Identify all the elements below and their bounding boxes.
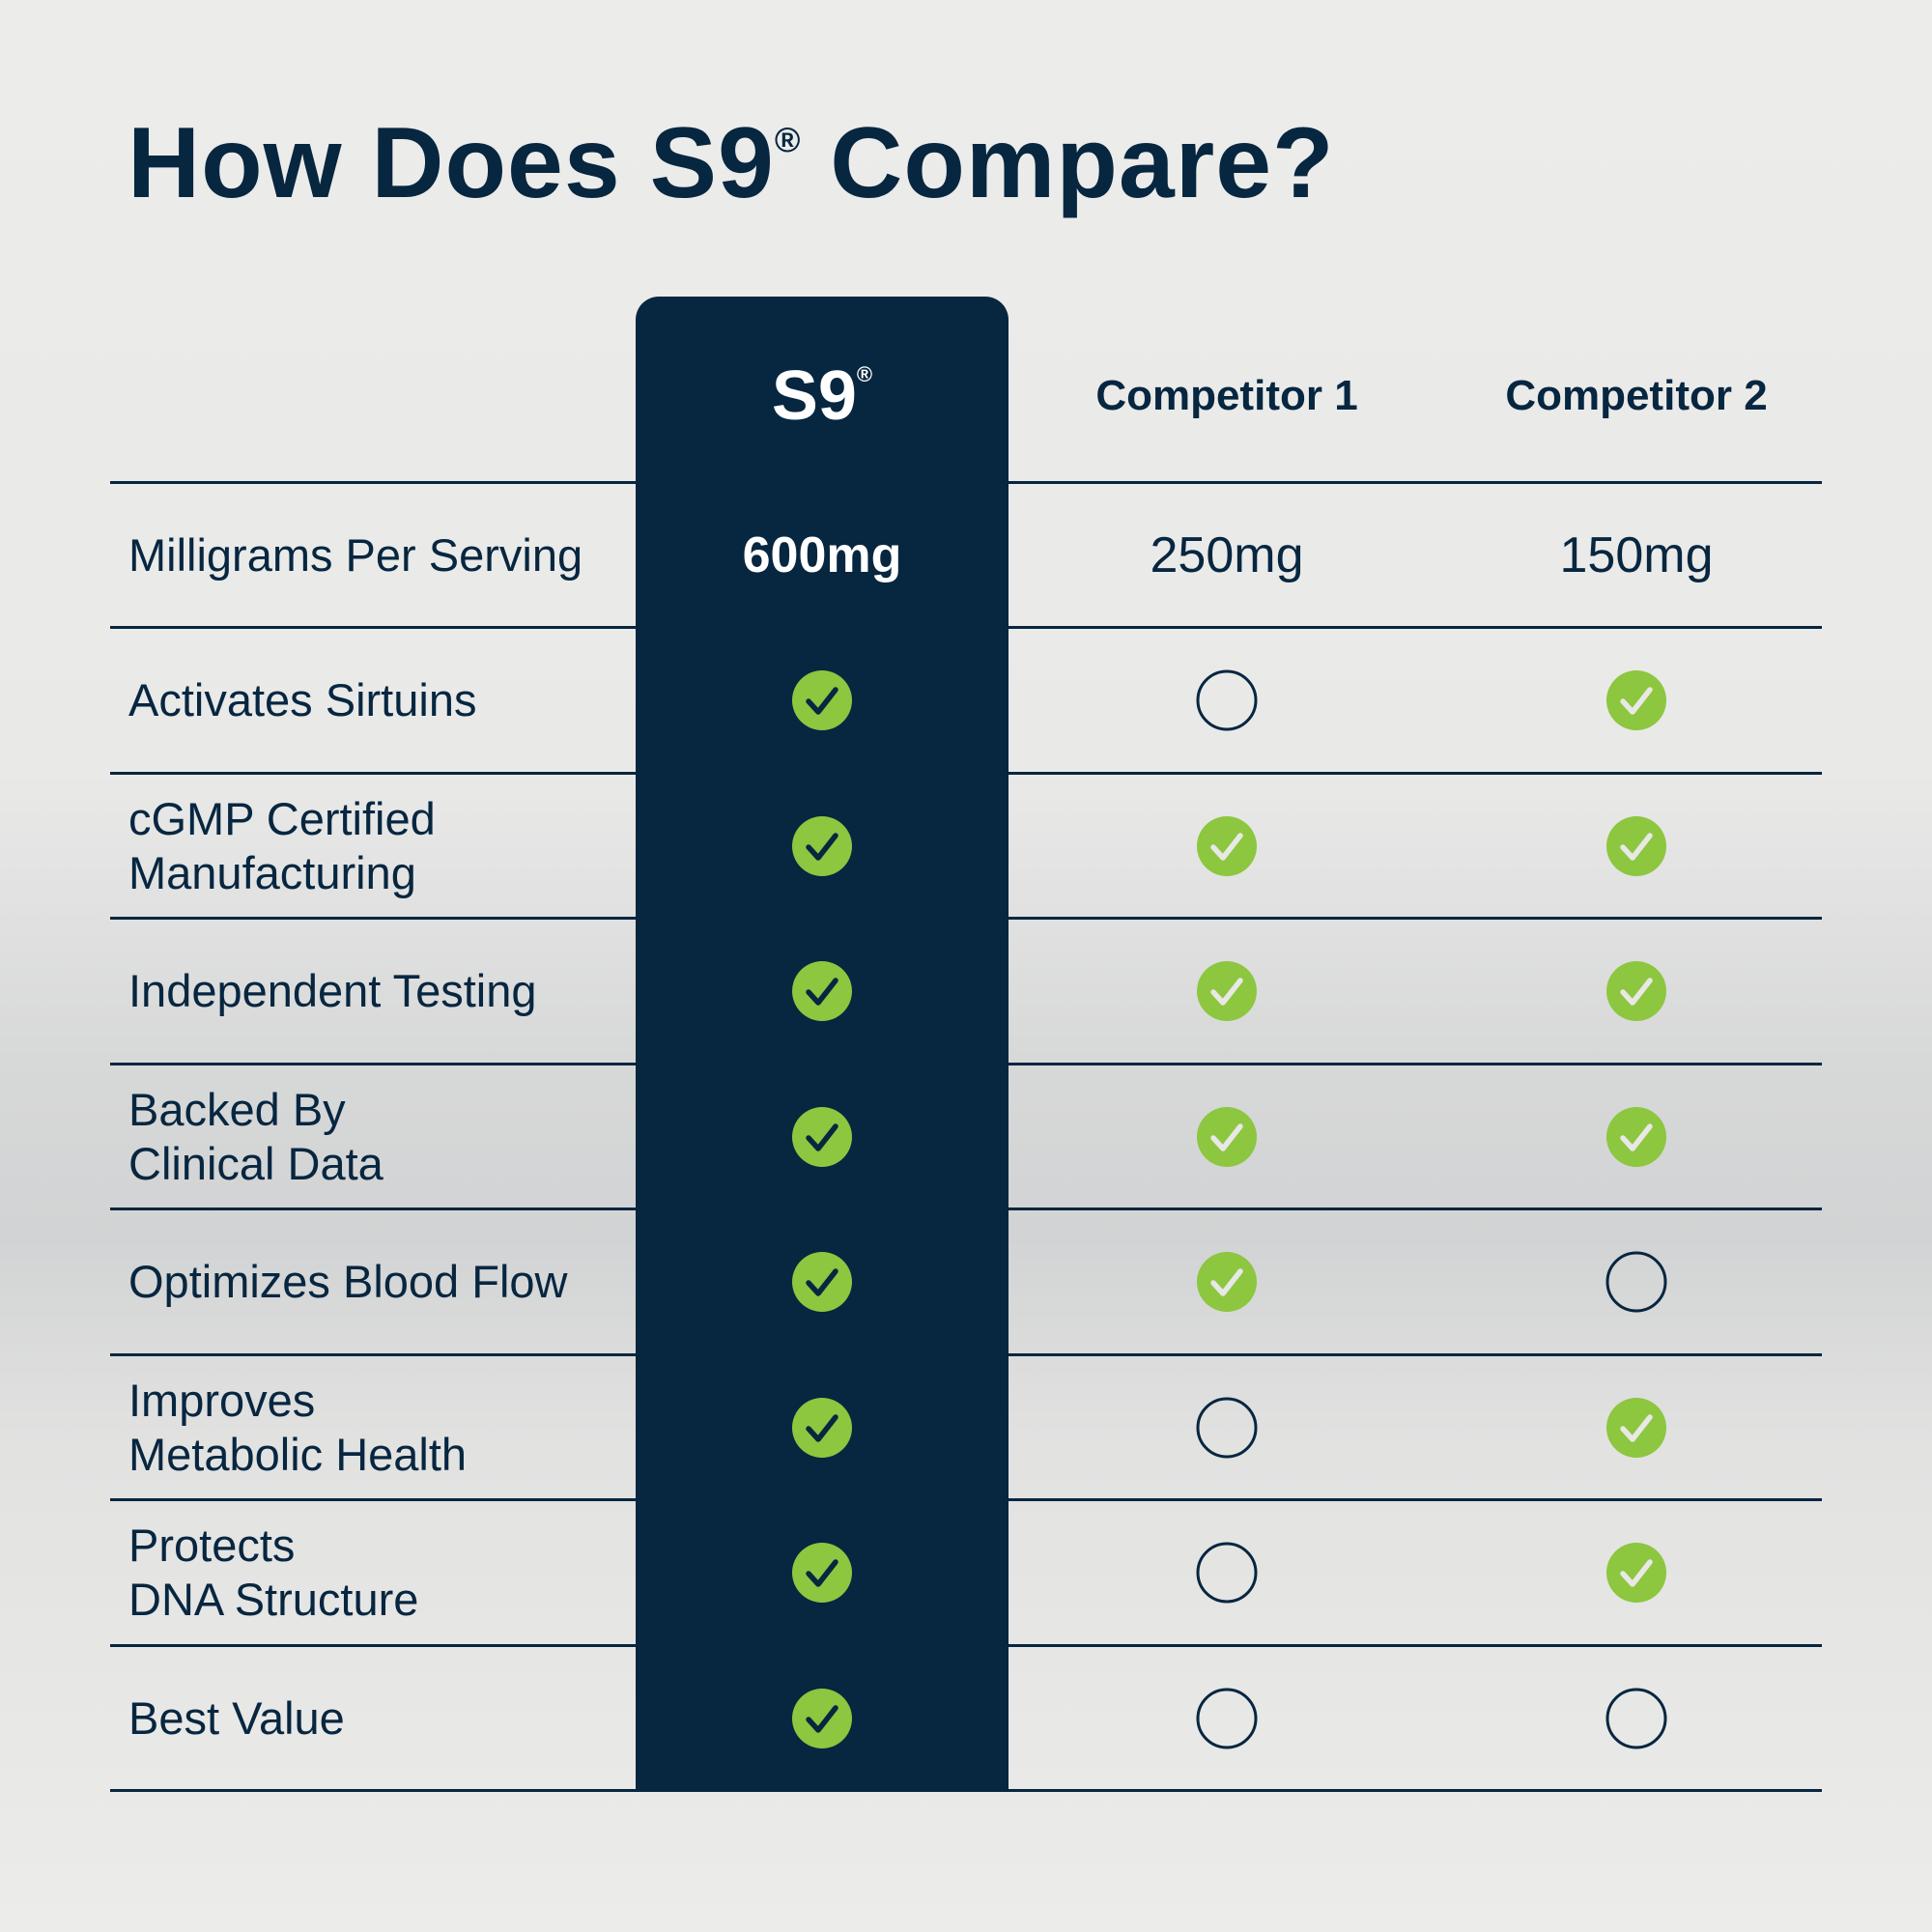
table-row: Best Value [0,1646,1932,1791]
check-icon [1082,1209,1372,1354]
column-header-competitor-2: Competitor 2 [1505,372,1768,419]
check-icon [677,1209,967,1354]
table-row: Optimizes Blood Flow [0,1209,1932,1354]
row-divider [110,1063,1822,1065]
check-icon [677,1500,967,1645]
column-header-competitor-1: Competitor 1 [1095,372,1358,419]
row-label: Independent Testing [128,965,537,1016]
check-icon [1492,919,1781,1064]
table-row: cGMP Certified Manufacturing [0,774,1932,919]
check-icon [677,1355,967,1500]
table-row: Milligrams Per Serving 600mg 250mg 150mg [0,483,1932,628]
row-label: Activates Sirtuins [128,674,477,725]
row-label: Protects DNA Structure [128,1520,419,1625]
title-suffix: Compare? [801,107,1335,219]
row-divider [110,1208,1822,1210]
column-header-s9: S9 ® [771,357,873,435]
row-label: Best Value [128,1692,345,1744]
cell-value: 250mg [1150,527,1304,583]
table-row: Protects DNA Structure [0,1500,1932,1645]
row-label: Improves Metabolic Health [128,1375,468,1480]
empty-circle-icon [1492,1209,1781,1354]
cell-value: 600mg [742,527,902,583]
check-icon [1082,774,1372,919]
row-divider [110,1498,1822,1501]
row-divider [110,626,1822,629]
row-divider [110,917,1822,920]
check-icon [1492,1355,1781,1500]
table-row: Backed By Clinical Data [0,1065,1932,1209]
check-icon [677,1646,967,1791]
check-icon [677,1065,967,1209]
empty-circle-icon [1082,1646,1372,1791]
row-divider [110,481,1822,484]
check-icon [677,628,967,773]
table-row: Improves Metabolic Health [0,1355,1932,1500]
check-icon [1492,774,1781,919]
row-divider [110,1789,1822,1792]
check-icon [1082,919,1372,1064]
check-icon [677,919,967,1064]
row-label: cGMP Certified Manufacturing [128,793,436,898]
row-divider [110,1644,1822,1647]
s9-column-highlight [636,297,1009,1791]
row-divider [110,1353,1822,1356]
check-icon [1082,1065,1372,1209]
registered-mark: ® [774,120,802,159]
table-row: Independent Testing [0,919,1932,1064]
row-label: Milligrams Per Serving [128,529,583,581]
title-text: How Does S9 [128,107,775,219]
empty-circle-icon [1492,1646,1781,1791]
row-label: Backed By Clinical Data [128,1084,384,1189]
check-icon [1492,1500,1781,1645]
empty-circle-icon [1082,1500,1372,1645]
check-icon [1492,1065,1781,1209]
check-icon [1492,628,1781,773]
empty-circle-icon [1082,628,1372,773]
row-label: Optimizes Blood Flow [128,1256,568,1307]
empty-circle-icon [1082,1355,1372,1500]
page-title: How Does S9® Compare? [128,106,1335,221]
table-row: Activates Sirtuins [0,628,1932,773]
check-icon [677,774,967,919]
cell-value: 150mg [1559,527,1714,583]
row-divider [110,772,1822,775]
